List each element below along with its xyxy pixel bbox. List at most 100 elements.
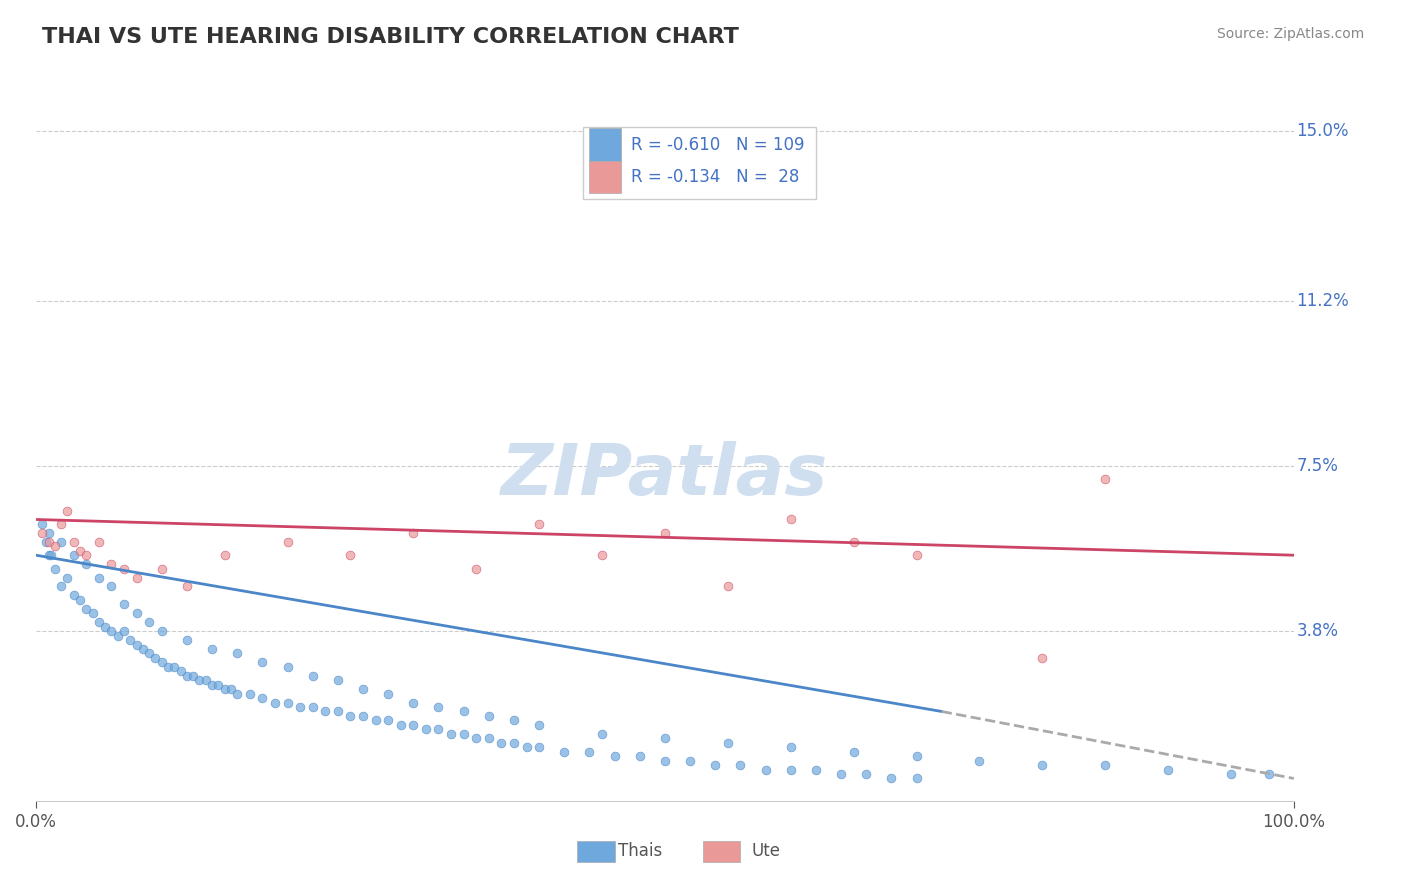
Point — [226, 687, 249, 701]
Point — [905, 548, 928, 562]
Point — [69, 592, 91, 607]
Point — [427, 700, 450, 714]
Point — [75, 601, 97, 615]
Text: R = -0.134   N =  28: R = -0.134 N = 28 — [631, 169, 800, 186]
Point — [603, 749, 626, 764]
Point — [717, 579, 740, 593]
Point — [717, 736, 740, 750]
Point — [754, 763, 776, 777]
Point — [704, 758, 727, 772]
Point — [830, 767, 852, 781]
Point — [188, 673, 211, 688]
Point — [880, 772, 903, 786]
Point — [214, 548, 236, 562]
Point — [38, 525, 60, 540]
Point — [49, 534, 72, 549]
Point — [112, 597, 135, 611]
Point — [352, 709, 374, 723]
Point — [150, 656, 173, 670]
Point — [1094, 472, 1116, 486]
Point — [181, 669, 204, 683]
Point — [62, 588, 84, 602]
Text: R = -0.610   N = 109: R = -0.610 N = 109 — [631, 136, 804, 153]
Point — [150, 624, 173, 639]
Point — [402, 525, 425, 540]
FancyBboxPatch shape — [589, 161, 621, 194]
Point — [465, 561, 488, 575]
Point — [779, 740, 801, 755]
Point — [150, 561, 173, 575]
Point — [364, 714, 387, 728]
Point — [252, 656, 274, 670]
Point — [38, 534, 60, 549]
Point — [201, 642, 224, 657]
Point — [326, 673, 349, 688]
Point — [94, 620, 117, 634]
Point — [214, 682, 236, 697]
Point — [628, 749, 651, 764]
Point — [87, 534, 110, 549]
Point — [503, 736, 526, 750]
Text: 15.0%: 15.0% — [1296, 122, 1348, 140]
Point — [252, 691, 274, 706]
Point — [176, 579, 198, 593]
Point — [163, 660, 186, 674]
Text: ZIPatlas: ZIPatlas — [501, 441, 828, 509]
Point — [100, 579, 122, 593]
Point — [69, 543, 91, 558]
Point — [100, 557, 122, 571]
Point — [44, 561, 66, 575]
Point — [112, 561, 135, 575]
Point — [453, 727, 475, 741]
FancyBboxPatch shape — [589, 128, 621, 161]
Point — [176, 669, 198, 683]
Point — [905, 772, 928, 786]
Point — [415, 723, 437, 737]
Point — [62, 534, 84, 549]
Point — [35, 534, 58, 549]
Point — [578, 745, 600, 759]
Point — [62, 548, 84, 562]
Point — [389, 718, 412, 732]
Point — [100, 624, 122, 639]
Point — [120, 633, 142, 648]
Point — [453, 705, 475, 719]
Text: THAI VS UTE HEARING DISABILITY CORRELATION CHART: THAI VS UTE HEARING DISABILITY CORRELATI… — [42, 27, 740, 46]
Point — [730, 758, 752, 772]
FancyBboxPatch shape — [583, 127, 815, 199]
Point — [465, 731, 488, 746]
Point — [112, 624, 135, 639]
Point — [226, 647, 249, 661]
Point — [842, 534, 865, 549]
Text: 7.5%: 7.5% — [1296, 457, 1339, 475]
Point — [1257, 767, 1279, 781]
Point — [527, 740, 550, 755]
Point — [87, 570, 110, 584]
Text: Thais: Thais — [617, 842, 662, 861]
Point — [377, 687, 399, 701]
Point — [145, 651, 167, 665]
Point — [1220, 767, 1243, 781]
Point — [31, 516, 53, 531]
Point — [440, 727, 463, 741]
Point — [527, 718, 550, 732]
Point — [31, 525, 53, 540]
Point — [1094, 758, 1116, 772]
Point — [125, 570, 148, 584]
Point — [176, 633, 198, 648]
Point — [842, 745, 865, 759]
Point — [339, 548, 361, 562]
Point — [39, 548, 62, 562]
Point — [277, 696, 299, 710]
Point — [219, 682, 242, 697]
Point — [478, 731, 501, 746]
Point — [654, 754, 676, 768]
Point — [491, 736, 513, 750]
Point — [264, 696, 287, 710]
Point — [427, 723, 450, 737]
Point — [56, 503, 79, 517]
Point — [277, 534, 299, 549]
Point — [779, 763, 801, 777]
Point — [1031, 758, 1053, 772]
Point — [201, 678, 224, 692]
